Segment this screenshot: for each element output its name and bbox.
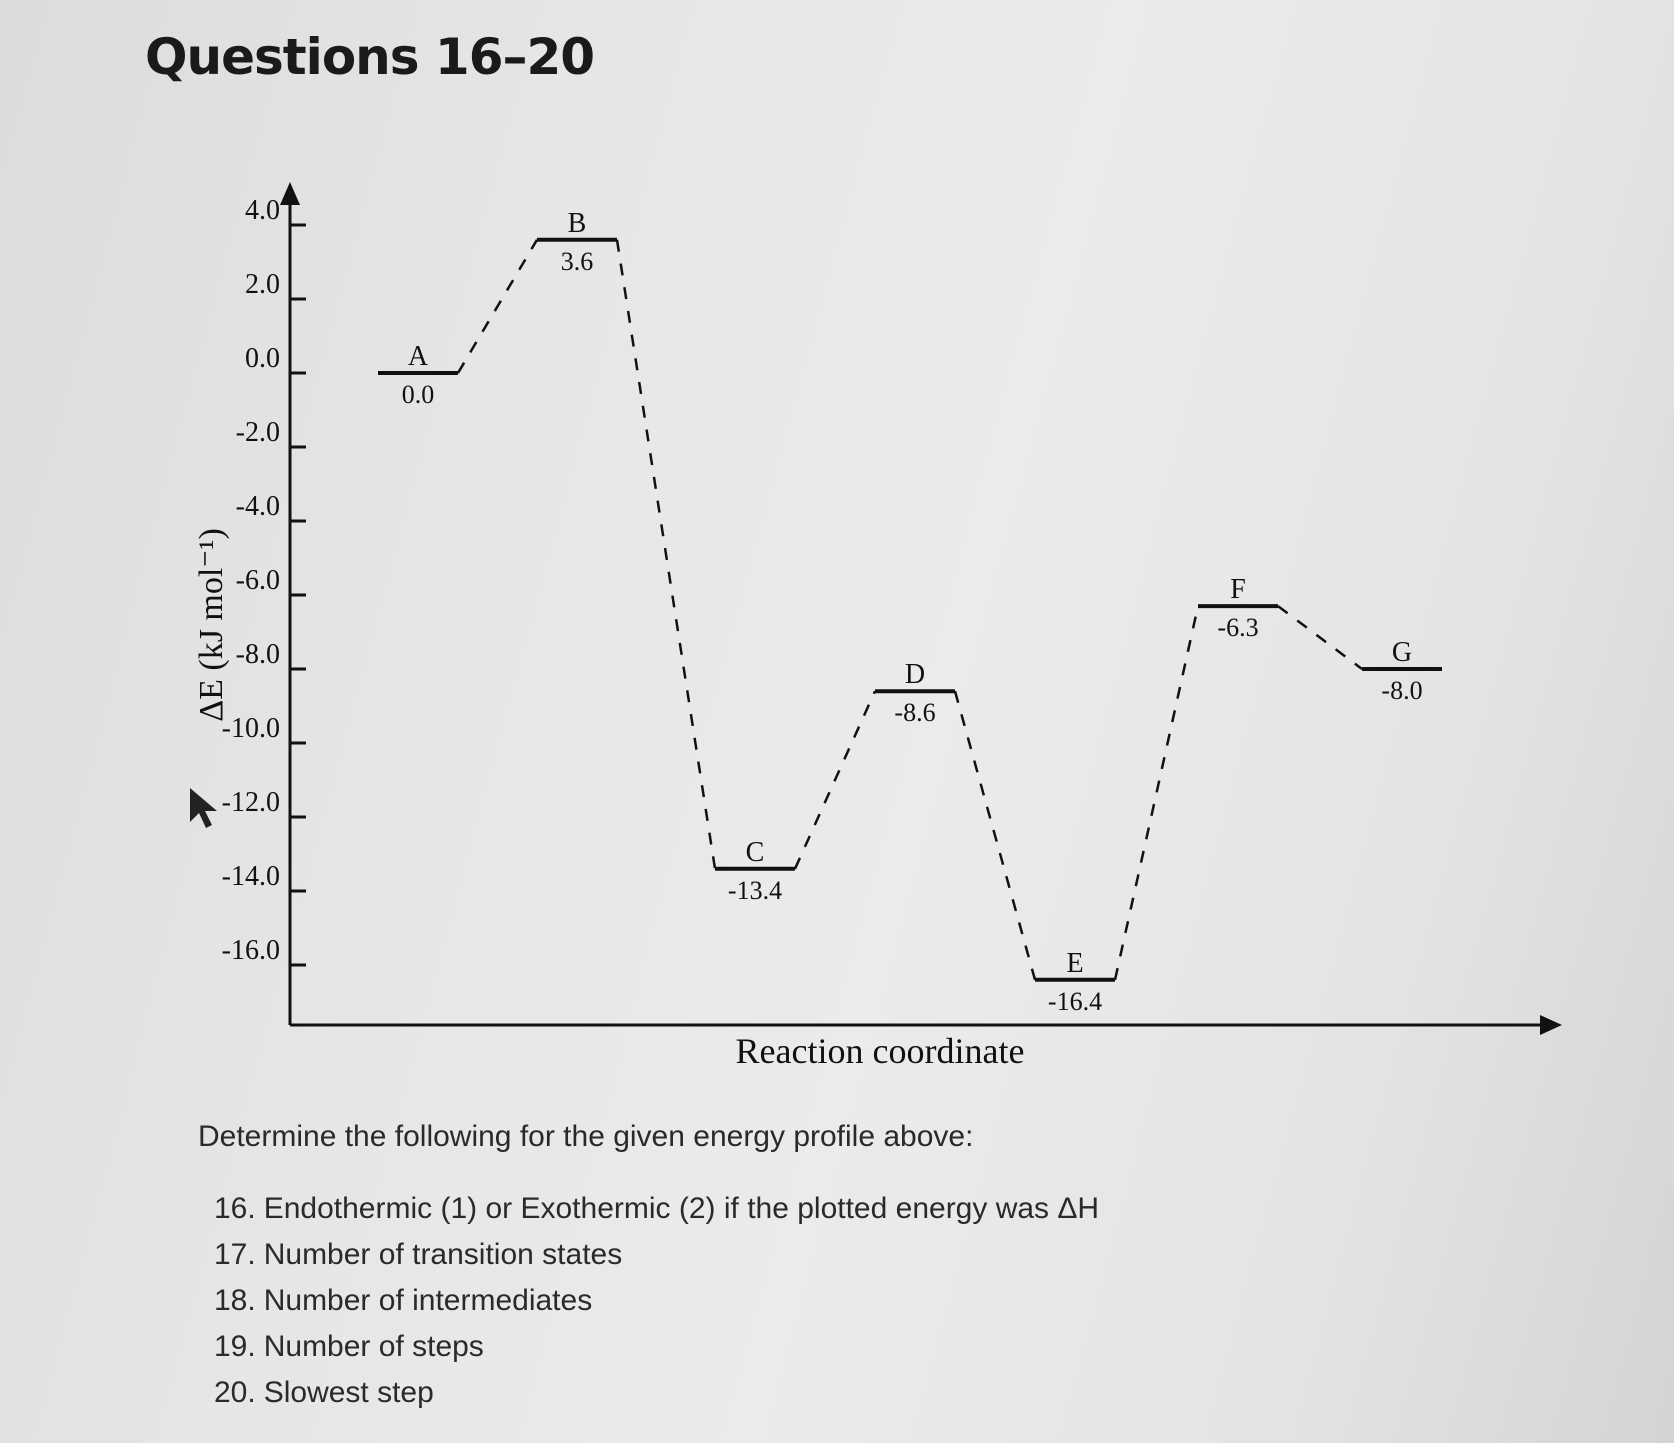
level-value-E: -16.4 — [1048, 987, 1102, 1016]
question-item: 17. Number of transition states — [214, 1232, 1099, 1278]
question-item: 18. Number of intermediates — [214, 1278, 1099, 1324]
level-value-G: -8.0 — [1381, 676, 1422, 705]
question-item: 20. Slowest step — [214, 1370, 1099, 1416]
level-label-A: A — [408, 341, 429, 372]
y-axis-label: ΔE (kJ mol⁻¹) — [193, 528, 230, 722]
level-label-C: C — [746, 837, 765, 868]
y-axis-arrowhead — [280, 182, 300, 205]
question-text: Number of transition states — [263, 1238, 623, 1271]
question-text: Slowest step — [263, 1376, 434, 1409]
y-tick-label: -8.0 — [236, 639, 280, 670]
y-tick-label: -14.0 — [222, 861, 280, 892]
y-tick-label: 4.0 — [245, 195, 280, 226]
y-ticks: 4.0 2.0 0.0 -2.0 -4.0 -6.0 -8.0 -10.0 -12.0 -14.0… — [222, 195, 306, 967]
y-tick-label: -10.0 — [222, 713, 280, 744]
y-tick-label: -12.0 — [222, 787, 280, 818]
question-item: 16. Endothermic (1) or Exothermic (2) if … — [214, 1186, 1099, 1232]
question-number: 17. — [214, 1238, 256, 1271]
question-number: 16. — [214, 1192, 256, 1225]
level-value-B: 3.6 — [561, 247, 594, 276]
connector-E-F — [1113, 605, 1200, 981]
connector-A-B — [456, 239, 539, 374]
cursor-icon — [190, 788, 217, 828]
y-tick-label: -4.0 — [236, 491, 280, 522]
question-item: 19. Number of steps — [214, 1324, 1099, 1370]
energy-profile-chart: 4.0 2.0 0.0 -2.0 -4.0 -6.0 -8.0 -10.0 -12.0 -14.0… — [190, 182, 1562, 1071]
page-title: Questions 16–20 — [145, 28, 595, 86]
level-label-B: B — [568, 208, 587, 239]
questions-section: Determine the following for the given en… — [198, 1120, 1099, 1416]
energy-levels: A 0.0 B 3.6 C -13.4 D -8.6 E -16.4 F -6.3 G -8.0 — [378, 208, 1442, 1016]
connector-F-G — [1277, 605, 1363, 671]
level-label-D: D — [905, 659, 925, 690]
question-text: Number of steps — [263, 1330, 484, 1363]
connector-D-E — [953, 690, 1037, 981]
level-value-A: 0.0 — [402, 380, 435, 409]
questions-list: 16. Endothermic (1) or Exothermic (2) if … — [198, 1186, 1099, 1416]
connectors — [456, 239, 1363, 981]
question-text: Number of intermediates — [263, 1284, 593, 1317]
y-tick-label: -16.0 — [222, 935, 280, 966]
question-number: 18. — [214, 1284, 256, 1317]
level-value-F: -6.3 — [1217, 613, 1258, 642]
level-label-G: G — [1392, 637, 1412, 668]
y-tick-label: 2.0 — [245, 269, 280, 300]
question-number: 19. — [214, 1330, 256, 1363]
question-text: Endothermic (1) or Exothermic (2) if the… — [263, 1192, 1100, 1225]
level-value-C: -13.4 — [728, 876, 782, 905]
x-axis-arrowhead — [1540, 1015, 1562, 1035]
y-tick-label: -2.0 — [236, 417, 280, 448]
y-tick-label: -6.0 — [236, 565, 280, 596]
x-axis-label: Reaction coordinate — [736, 1031, 1025, 1071]
connector-B-C — [615, 239, 717, 869]
level-value-D: -8.6 — [894, 698, 935, 727]
chart-axes — [280, 182, 1562, 1035]
connector-C-D — [793, 690, 877, 870]
level-label-F: F — [1230, 574, 1246, 605]
level-label-E: E — [1066, 948, 1083, 979]
question-number: 20. — [214, 1376, 256, 1409]
questions-prompt: Determine the following for the given en… — [198, 1120, 974, 1153]
y-tick-label: 0.0 — [245, 343, 280, 374]
